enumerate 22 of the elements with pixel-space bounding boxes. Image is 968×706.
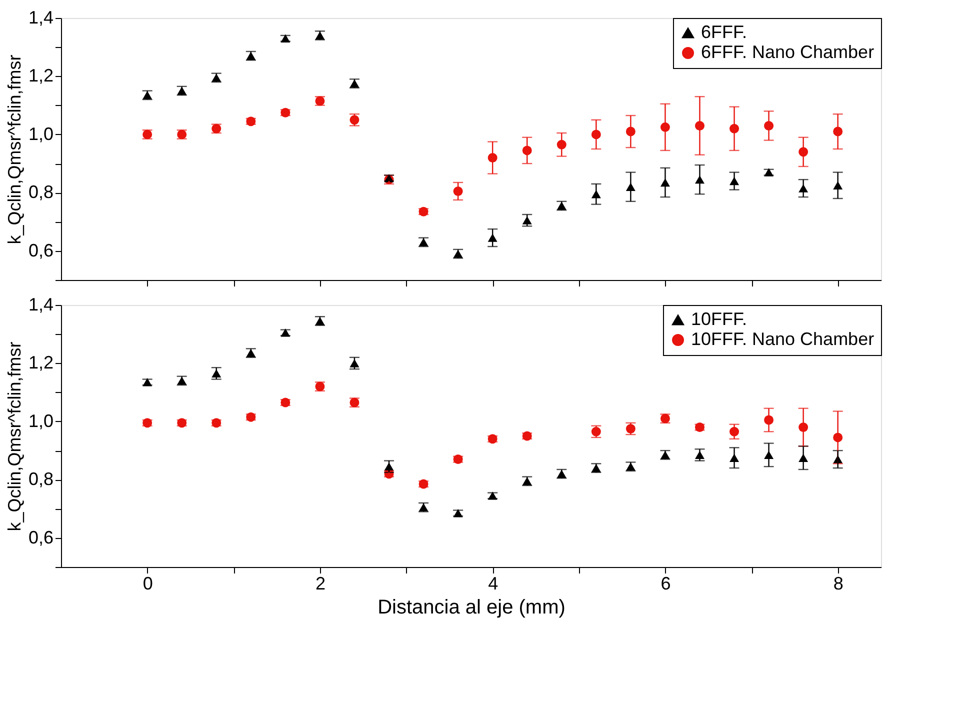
y-tick-label: 1,2 [28, 352, 54, 373]
y-axis-title: k_Qclin,Qmsr^fclin,fmsr [4, 342, 24, 532]
y-tick-label: 1,2 [28, 66, 54, 86]
x-tick-label: 8 [833, 574, 844, 594]
x-tick-label: 0 [142, 574, 153, 594]
y-tick-label: 0,8 [28, 469, 54, 490]
y-tick-label: 1,0 [28, 124, 54, 144]
x-axis-title: Distancia al eje (mm) [378, 596, 566, 618]
y-tick-label: 1,4 [28, 294, 54, 314]
legend-label: 10FFF. Nano Chamber [691, 329, 874, 349]
legend-label: 6FFF. Nano Chamber [701, 42, 874, 62]
y-tick-label: 0,6 [28, 527, 54, 548]
y-tick-label: 0,6 [28, 240, 54, 260]
legend-label: 6FFF. [701, 22, 748, 42]
x-tick-label: 4 [488, 574, 498, 594]
y-axis-title: k_Qclin,Qmsr^fclin,fmsr [4, 54, 24, 244]
legend-label: 10FFF. [691, 309, 748, 329]
x-tick-label: 6 [660, 574, 671, 594]
y-tick-label: 1,0 [28, 410, 54, 431]
y-tick-label: 0,8 [28, 182, 54, 202]
x-tick-label: 2 [315, 574, 326, 594]
y-tick-label: 1,4 [28, 8, 54, 28]
